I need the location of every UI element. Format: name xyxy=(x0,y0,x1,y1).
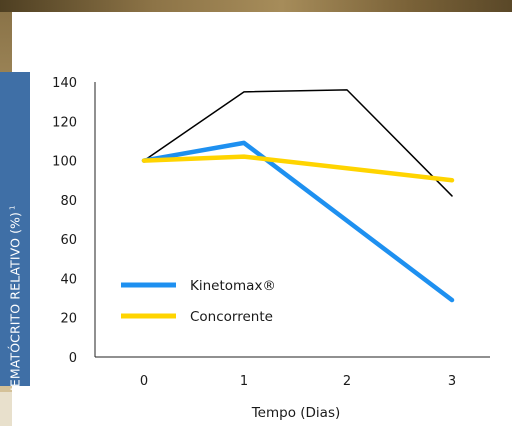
x-tick-label: 1 xyxy=(240,374,248,389)
background-bottom-strip xyxy=(0,392,12,426)
y-tick-label: 20 xyxy=(60,312,77,327)
y-tick-label: 80 xyxy=(60,194,77,209)
x-tick-label: 2 xyxy=(343,374,351,389)
axes xyxy=(94,82,490,358)
background-top-strip xyxy=(0,0,512,12)
y-tick-label: 60 xyxy=(60,233,77,248)
series-line-2 xyxy=(141,154,455,183)
y-tick-label: 0 xyxy=(69,351,77,366)
y-tick-label: 140 xyxy=(52,76,77,91)
series-line-1 xyxy=(141,140,455,303)
x-tick-label: 3 xyxy=(448,374,456,389)
y-tick-label: 120 xyxy=(52,115,77,130)
legend-label: Kinetomax® xyxy=(190,278,276,294)
legend-label: Concorrente xyxy=(190,309,273,325)
legend: Kinetomax® Concorrente xyxy=(121,278,276,325)
y-axis-label-box: HEMATÓCRITO RELATIVO (%)1 xyxy=(0,72,30,397)
y-tick-label: 100 xyxy=(52,155,77,170)
tick-labels: 0 20 40 60 80 100 120 140 0 1 2 3 xyxy=(52,76,456,389)
series-lines xyxy=(141,89,455,303)
series-line-0 xyxy=(143,89,453,197)
x-axis-title: Tempo (Dias) xyxy=(251,405,341,421)
y-tick-label: 40 xyxy=(60,272,77,287)
x-tick-label: 0 xyxy=(140,374,148,389)
